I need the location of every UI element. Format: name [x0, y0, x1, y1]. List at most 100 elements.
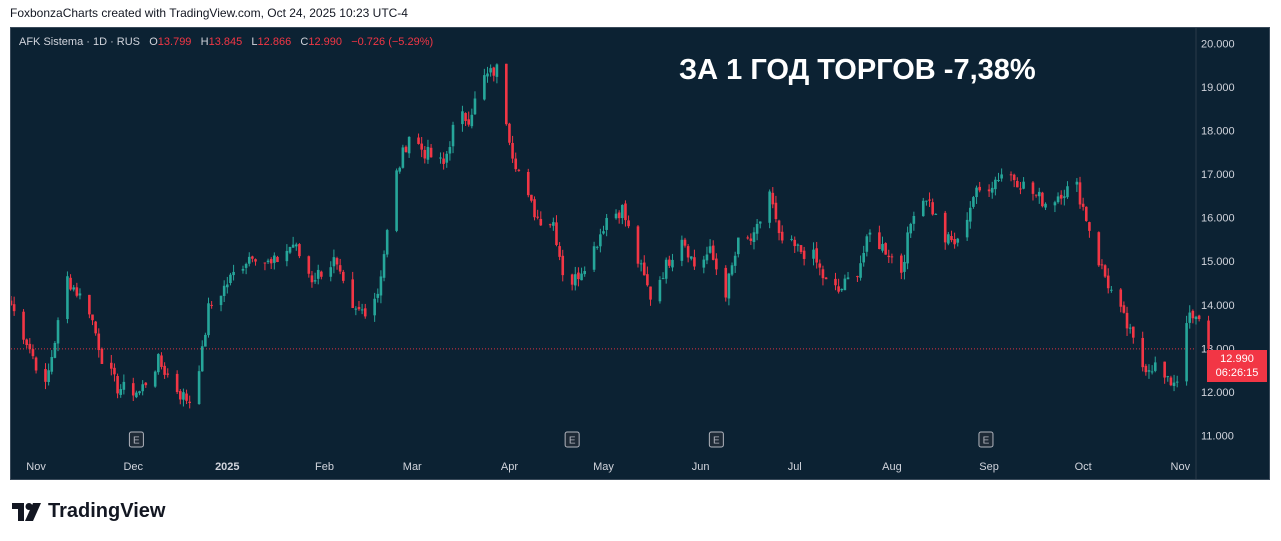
candle-body [363, 308, 367, 317]
candle-body [1078, 182, 1082, 205]
close-label: C [300, 36, 309, 48]
candle-body [72, 287, 75, 290]
candle-body [310, 275, 314, 283]
candle-body [733, 255, 737, 266]
candle-body [921, 200, 925, 217]
y-tick-label: 20.000 [1201, 38, 1235, 50]
candle-body [11, 300, 13, 305]
candle-body [69, 277, 72, 290]
price-chart[interactable]: 20.000 19.000 18.000 17.000 16.000 15.000 14.0… [11, 28, 1269, 479]
tradingview-brand[interactable]: TradingView [12, 500, 165, 523]
y-tick-label: 12.000 [1201, 387, 1235, 399]
candle-body [780, 231, 784, 241]
candle-body [777, 220, 781, 234]
candle-body [573, 274, 577, 286]
open-value: 13.799 [157, 36, 192, 48]
candle-body [680, 239, 684, 261]
candle-body [75, 287, 79, 296]
candle-body [802, 250, 806, 259]
candle-body [1063, 196, 1066, 198]
candle-body [715, 258, 718, 270]
candle-body [197, 371, 201, 405]
y-tick-label: 18.000 [1201, 125, 1235, 137]
x-tick-label: May [593, 461, 614, 473]
candle-body [379, 276, 383, 296]
candle-body [724, 267, 728, 298]
candle-body [273, 255, 276, 263]
candle-body [505, 63, 508, 125]
candle-body [448, 147, 452, 154]
candle-body [683, 239, 687, 246]
chart-panel[interactable]: 20.000 19.000 18.000 17.000 16.000 15.000 14.0… [10, 27, 1270, 480]
candle-body [968, 207, 972, 222]
candle-body [636, 226, 640, 264]
candle-body [796, 244, 800, 246]
candle-body [210, 304, 213, 306]
candle-body [1207, 320, 1210, 349]
candle-body [570, 274, 574, 285]
candle-body [269, 259, 273, 264]
candle-body [28, 343, 32, 350]
candle-body [398, 167, 402, 172]
candle-body [639, 263, 643, 265]
candle-body [276, 256, 279, 263]
candle-body [385, 230, 389, 255]
candle-body [526, 171, 530, 196]
candle-body [160, 355, 163, 367]
open-label: O [149, 36, 158, 48]
candle-body [878, 232, 881, 250]
candle-body [473, 98, 477, 115]
candle-body [88, 294, 91, 315]
candle-body [294, 244, 298, 247]
candle-body [956, 238, 960, 243]
candle-body [229, 274, 232, 283]
candle-body [642, 262, 646, 276]
candle-body [313, 280, 317, 282]
candle-body [1169, 377, 1173, 386]
candle-body [1119, 289, 1123, 307]
candle-body [1016, 181, 1019, 188]
candle-body [950, 235, 953, 241]
candle-body [671, 259, 674, 268]
candle-body [244, 263, 248, 268]
candle-body [407, 136, 411, 154]
candle-body [815, 248, 818, 263]
candle-body [737, 237, 740, 255]
candle-body [1041, 192, 1044, 207]
candle-body [912, 215, 916, 224]
change-value: −0.726 (−5.29%) [351, 36, 434, 48]
candle-body [298, 244, 301, 257]
candle-body [1132, 326, 1135, 338]
candle-body [232, 271, 235, 276]
candle-body [1185, 323, 1188, 382]
candle-body [552, 222, 555, 226]
candle-body [288, 246, 292, 253]
candle-body [467, 119, 470, 125]
candle-body [577, 272, 580, 280]
x-tick-label: Jul [788, 461, 802, 473]
candle-body [1059, 194, 1063, 199]
candle-body [965, 219, 969, 238]
candle-body [1044, 203, 1047, 208]
earnings-marker [708, 431, 724, 448]
candle-body [404, 146, 408, 153]
bar-countdown: 06:26:15 [1215, 367, 1259, 379]
y-tick-label: 16.000 [1201, 213, 1235, 225]
candle-body [66, 276, 69, 320]
candle-body [978, 186, 981, 191]
candle-body [595, 246, 599, 248]
candle-body [461, 111, 464, 125]
candle-body [1034, 194, 1038, 196]
candle-body [429, 147, 433, 158]
candle-body [799, 245, 803, 252]
candle-body [285, 250, 289, 262]
earnings-marker-label: E [569, 436, 576, 447]
candle-body [307, 256, 311, 274]
candle-body [617, 212, 621, 219]
candle-body [1194, 316, 1198, 320]
candle-body [928, 199, 931, 201]
candle-body [131, 383, 135, 396]
candle-body [338, 265, 342, 272]
candle-body [34, 357, 38, 371]
y-tick-label: 15.000 [1201, 256, 1235, 268]
